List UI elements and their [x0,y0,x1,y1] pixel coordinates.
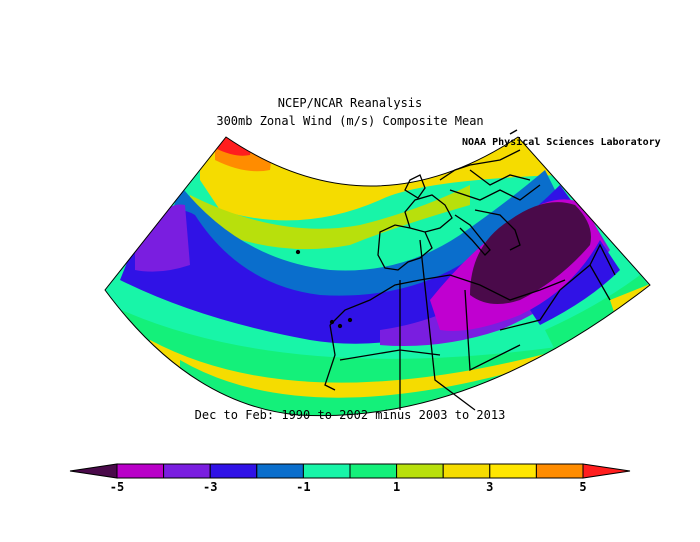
colorbar-tick-label: 1 [393,480,400,494]
border-north-africa-3 [339,349,441,361]
colorbar-swatch [442,463,491,479]
colorbar-tick-label: 3 [486,480,493,494]
colorbar-tick-label: -3 [203,480,217,494]
logo-mark [509,129,518,135]
colorbar-arrow-low [69,463,118,479]
coastline-britain [404,174,426,199]
colorbar-arrow-high [582,463,631,479]
page-title-line2: 300mb Zonal Wind (m/s) Composite Mean [216,114,484,128]
field-band-lime-north [190,185,470,250]
island-canary-2 [337,323,343,329]
field-band-green-south2 [180,360,530,416]
coastline-balkans [474,209,521,251]
colorbar-swatch [349,463,398,479]
island-azores [295,249,301,255]
island-canary-1 [329,319,335,325]
field-band-dark-core [470,202,591,304]
colorbar-swatch [116,463,165,479]
colorbar-swatch [535,463,584,479]
colorbar-swatch [396,463,444,479]
map-domain-outline [104,136,651,417]
coastline-west-africa [324,324,336,391]
coastline-north-africa [329,274,566,326]
colorbar-ticks: -5 -3 -1 1 3 5 [110,480,587,494]
credit-label: NOAA Physical Sciences Laboratory [462,137,661,148]
border-middle-east-2 [499,289,561,331]
field-band-green-south [105,300,650,416]
border-north-africa-4 [464,289,521,372]
border-europe-1 [449,184,541,201]
field-band-blue-se [530,240,620,325]
colorbar-swatch [256,463,304,479]
composite-subtitle: Dec to Feb: 1990 to 2002 minus 2003 to 2… [194,408,506,422]
coastline-scandinavia [439,149,521,181]
border-arabia [589,243,616,276]
colorbar-tick-label: -1 [296,480,310,494]
coastline-france [404,194,453,233]
coastlines-and-borders [295,149,616,411]
coastline-iberia [377,224,433,271]
colorbar-swatch [302,463,351,479]
border-europe-2 [469,169,531,186]
colorbar-swatch [163,463,211,479]
page-title-line1: NCEP/NCAR Reanalysis [277,96,423,110]
border-north-africa-2 [419,239,476,411]
coastline-italy [454,214,491,256]
island-madeira [347,317,353,323]
field-band-purple [135,204,190,272]
colorbar-tick-label: -5 [110,480,124,494]
colorbar-swatches [69,463,631,479]
colorbar-tick-label: 5 [579,480,586,494]
colorbar-swatch [209,463,258,479]
colorbar-swatch [489,463,537,479]
